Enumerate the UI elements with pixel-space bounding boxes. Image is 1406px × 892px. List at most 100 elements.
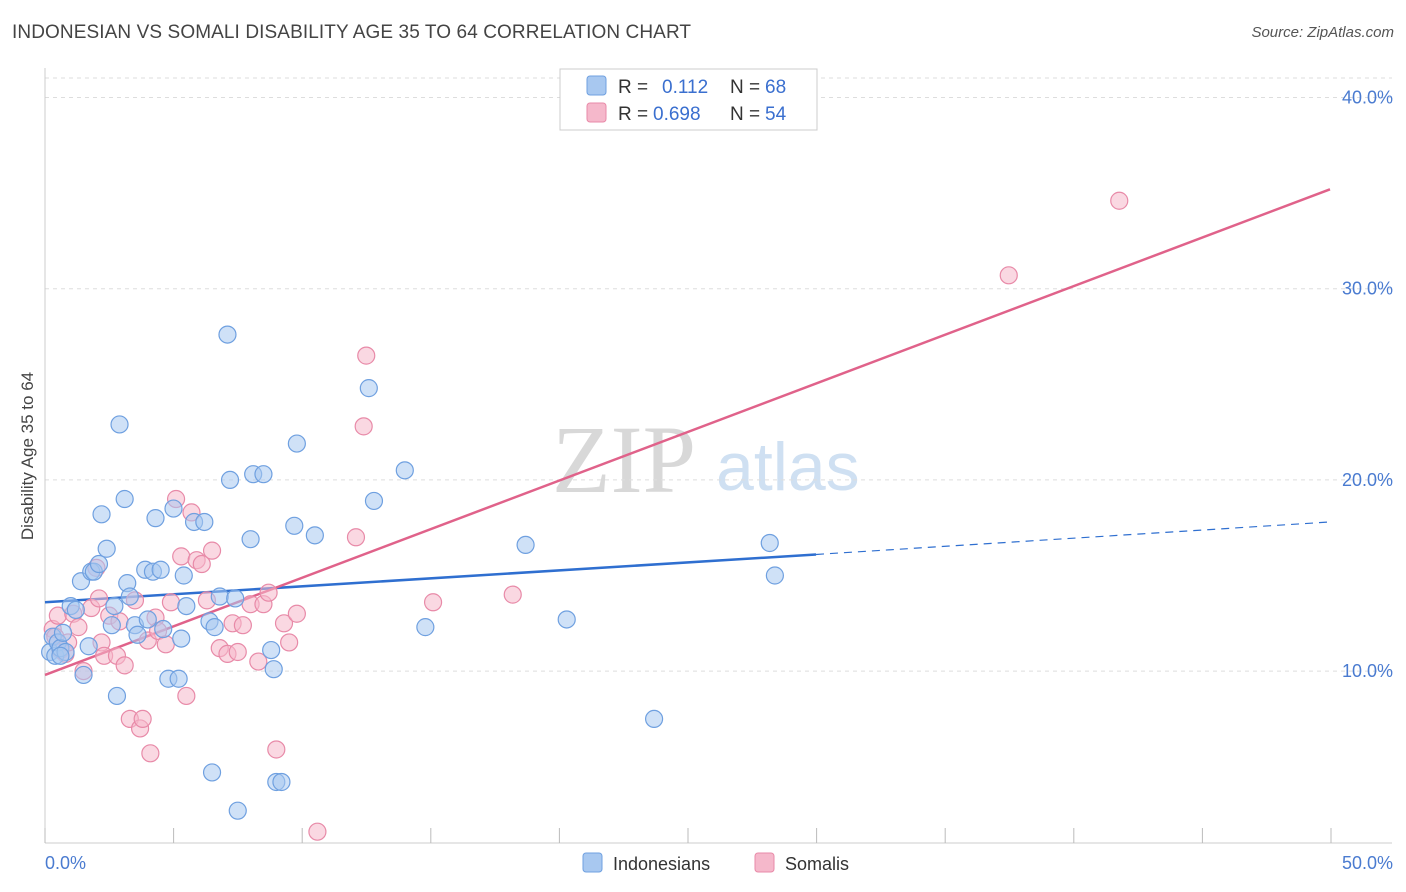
axes: [44, 68, 1392, 844]
legend-r-label-1: R =: [618, 77, 648, 98]
y-tick-label: 30.0%: [1342, 279, 1393, 299]
watermark: ZIP atlas: [552, 406, 860, 513]
x-tick-label: 0.0%: [45, 853, 86, 873]
point-somalis: [346, 528, 366, 547]
point-indonesians: [202, 763, 222, 782]
point-indonesians: [115, 489, 134, 509]
point-indonesians: [395, 461, 414, 480]
point-somalis: [274, 614, 294, 633]
point-indonesians: [285, 516, 304, 535]
point-indonesians: [89, 554, 109, 574]
point-somalis: [280, 633, 299, 652]
tick-labels: 10.0% 20.0% 30.0% 40.0% 0.0% 50.0%: [45, 88, 1393, 874]
point-indonesians: [97, 539, 116, 558]
point-somalis: [308, 822, 327, 841]
point-indonesians: [359, 379, 378, 398]
point-somalis: [156, 635, 175, 654]
point-indonesians: [557, 610, 576, 629]
point-somalis: [259, 583, 278, 602]
point-indonesians: [128, 625, 147, 644]
point-somalis: [228, 642, 247, 662]
point-indonesians: [765, 566, 784, 585]
legend-n-value-2: 54: [765, 104, 787, 125]
point-indonesians: [151, 560, 170, 579]
point-indonesians: [51, 646, 70, 665]
chart-title: INDONESIAN VS SOMALI DISABILITY AGE 35 T…: [12, 22, 692, 43]
point-indonesians: [79, 637, 98, 656]
point-somalis: [202, 541, 222, 560]
point-indonesians: [218, 325, 237, 344]
point-somalis: [1110, 191, 1129, 210]
point-somalis: [192, 554, 211, 574]
point-somalis: [133, 709, 152, 729]
point-indonesians: [74, 665, 93, 685]
point-indonesians: [287, 434, 306, 453]
point-indonesians: [164, 499, 183, 518]
point-indonesians: [262, 640, 281, 660]
chart-source: Source: ZipAtlas.com: [1251, 24, 1394, 41]
grid: [45, 77, 1392, 672]
bottom-legend-label-somalis: Somalis: [785, 854, 849, 874]
watermark-zip: ZIP: [552, 406, 696, 513]
point-indonesians: [66, 600, 85, 620]
bottom-legend-swatch-somalis: [754, 852, 775, 873]
point-somalis: [999, 266, 1018, 285]
point-indonesians: [138, 610, 157, 629]
legend-r-label-2: R =: [618, 104, 648, 125]
point-indonesians: [241, 530, 260, 549]
point-somalis: [172, 547, 191, 566]
point-somalis: [141, 744, 160, 763]
point-somalis: [357, 346, 376, 365]
watermark-atlas: atlas: [716, 429, 860, 505]
point-indonesians: [195, 512, 214, 532]
point-somalis: [249, 652, 268, 671]
y-tick-label: 20.0%: [1342, 470, 1393, 490]
point-indonesians: [110, 415, 129, 434]
point-indonesians: [210, 587, 229, 606]
point-somalis: [161, 593, 181, 612]
legend-r-value-2: 0.698: [653, 104, 701, 125]
point-indonesians: [172, 629, 191, 648]
point-indonesians: [416, 618, 435, 637]
point-somalis: [69, 618, 88, 637]
legend-r-value-1: 0.112: [662, 77, 708, 98]
legend-swatch-indonesians: [586, 75, 607, 96]
point-somalis: [354, 417, 373, 436]
point-somalis: [287, 604, 306, 623]
point-somalis: [423, 593, 443, 612]
point-indonesians: [516, 535, 535, 555]
point-somalis: [89, 589, 109, 608]
point-somalis: [503, 585, 522, 604]
y-tick-label: 40.0%: [1342, 88, 1393, 108]
point-indonesians: [264, 660, 283, 679]
point-somalis: [233, 616, 252, 635]
point-indonesians: [177, 596, 196, 616]
point-indonesians: [220, 470, 240, 489]
point-indonesians: [92, 505, 111, 524]
legend-n-value-1: 68: [765, 77, 786, 98]
point-indonesians: [364, 491, 384, 511]
point-somalis: [177, 686, 196, 706]
bottom-legend: Indonesians Somalis: [582, 852, 849, 874]
bottom-legend-swatch-indonesians: [582, 852, 603, 873]
point-indonesians: [228, 801, 247, 820]
trend-line-indonesians-extension: [815, 521, 1331, 556]
point-indonesians: [105, 596, 124, 616]
point-indonesians: [272, 772, 291, 792]
x-tick-label: 50.0%: [1342, 853, 1393, 873]
point-indonesians: [174, 566, 193, 585]
point-somalis: [267, 740, 286, 759]
point-indonesians: [102, 616, 121, 635]
trend-line-somalis: [44, 188, 1331, 677]
point-indonesians: [169, 669, 188, 688]
point-indonesians: [107, 686, 127, 706]
point-indonesians: [305, 526, 324, 545]
y-tick-label: 10.0%: [1342, 661, 1393, 681]
point-somalis: [115, 656, 134, 675]
point-indonesians: [205, 618, 224, 637]
point-indonesians: [760, 533, 779, 553]
point-indonesians: [644, 709, 664, 729]
legend-swatch-somalis: [586, 102, 607, 123]
point-indonesians: [154, 619, 173, 639]
point-indonesians: [254, 465, 273, 484]
